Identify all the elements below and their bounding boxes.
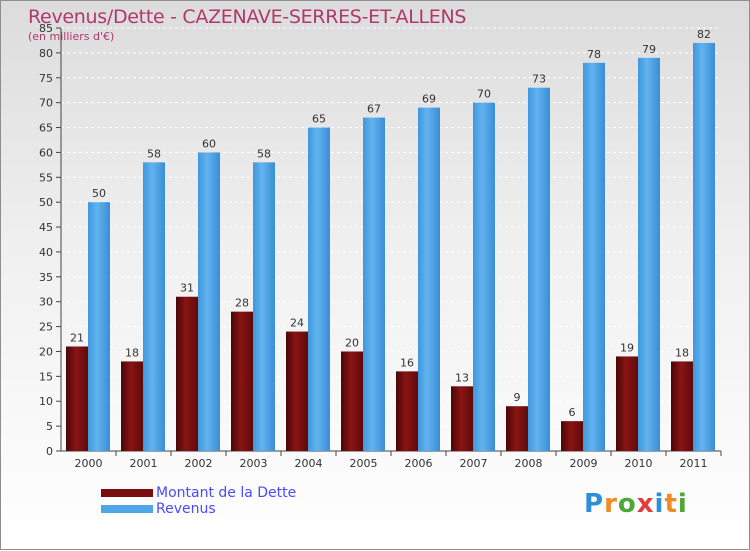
data-label: 28 [235, 297, 249, 310]
chart-subtitle: (en milliers d'€) [28, 30, 115, 43]
x-tick-label: 2007 [460, 457, 488, 470]
data-label: 20 [345, 336, 359, 349]
data-label: 21 [70, 331, 84, 344]
bar-revenue [418, 107, 440, 451]
data-label: 18 [125, 346, 139, 359]
bar-debt [66, 346, 88, 451]
x-tick-label: 2000 [75, 457, 103, 470]
y-tick-label: 75 [39, 72, 53, 85]
bar-revenue [583, 62, 605, 451]
bar-debt [176, 296, 198, 451]
legend-swatch-debt [101, 489, 153, 497]
data-label: 58 [147, 147, 161, 160]
proxiti-logo: Proxiti [584, 489, 688, 519]
data-label: 18 [675, 346, 689, 359]
y-tick-label: 40 [39, 246, 53, 259]
bar-debt [231, 311, 253, 451]
bar-debt [561, 421, 583, 451]
logo-letter: i [654, 489, 665, 519]
bar-revenue [308, 127, 330, 451]
data-label: 79 [642, 43, 656, 56]
y-tick-label: 60 [39, 146, 53, 159]
data-label: 69 [422, 93, 436, 106]
bar-revenue [198, 152, 220, 452]
y-tick-label: 20 [39, 345, 53, 358]
logo-letter: t [664, 489, 678, 519]
y-tick-label: 65 [39, 122, 53, 135]
data-label: 9 [514, 391, 521, 404]
x-tick-label: 2009 [570, 457, 598, 470]
data-label: 70 [477, 88, 491, 101]
bar-revenue [528, 87, 550, 451]
legend-swatch-revenue [101, 505, 153, 513]
bar-revenue [638, 57, 660, 451]
x-tick-label: 2011 [680, 457, 708, 470]
y-tick-label: 70 [39, 97, 53, 110]
y-tick-label: 80 [39, 47, 53, 60]
data-label: 6 [569, 406, 576, 419]
data-label: 82 [697, 28, 711, 41]
logo-letter: r [604, 489, 618, 519]
y-tick-label: 50 [39, 196, 53, 209]
y-tick-label: 30 [39, 296, 53, 309]
x-tick-label: 2010 [625, 457, 653, 470]
data-label: 31 [180, 282, 194, 295]
y-tick-label: 85 [39, 22, 53, 35]
logo-letter: o [617, 489, 637, 519]
logo-letter: i [677, 489, 688, 519]
bar-revenue [88, 202, 110, 451]
y-tick-label: 55 [39, 171, 53, 184]
legend-label-debt: Montant de la Dette [156, 485, 297, 501]
logo-letter: x [636, 489, 655, 519]
y-tick-label: 10 [39, 395, 53, 408]
legend-label-revenue: Revenus [156, 501, 216, 517]
bar-debt [286, 331, 308, 451]
x-tick-label: 2001 [130, 457, 158, 470]
bar-debt [121, 361, 143, 451]
y-tick-label: 25 [39, 321, 53, 334]
y-tick-label: 5 [46, 420, 53, 433]
data-label: 58 [257, 147, 271, 160]
x-tick-label: 2006 [405, 457, 433, 470]
y-tick-label: 15 [39, 370, 53, 383]
bar-revenue [253, 162, 275, 452]
data-label: 65 [312, 113, 326, 126]
bar-revenue [693, 42, 715, 451]
y-tick-label: 45 [39, 221, 53, 234]
y-tick-label: 35 [39, 271, 53, 284]
bar-revenue [363, 117, 385, 451]
data-label: 60 [202, 137, 216, 150]
data-label: 50 [92, 187, 106, 200]
x-tick-label: 2002 [185, 457, 213, 470]
data-label: 67 [367, 103, 381, 116]
data-label: 13 [455, 371, 469, 384]
y-tick-label: 0 [46, 445, 53, 458]
x-tick-label: 2004 [295, 457, 323, 470]
logo-letter: P [584, 489, 605, 519]
bar-debt [341, 351, 363, 451]
x-tick-label: 2003 [240, 457, 268, 470]
bar-debt [616, 356, 638, 451]
bar-debt [506, 406, 528, 451]
data-label: 24 [290, 317, 304, 330]
x-tick-label: 2005 [350, 457, 378, 470]
data-label: 19 [620, 341, 634, 354]
data-label: 78 [587, 48, 601, 61]
bar-debt [671, 361, 693, 451]
x-tick-label: 2008 [515, 457, 543, 470]
chart-title: Revenus/Dette - CAZENAVE-SERRES-ET-ALLEN… [28, 6, 467, 28]
bar-debt [451, 386, 473, 451]
bar-revenue [143, 162, 165, 452]
bar-debt [396, 371, 418, 451]
bar-revenue [473, 102, 495, 451]
data-label: 16 [400, 356, 414, 369]
data-label: 73 [532, 73, 546, 86]
